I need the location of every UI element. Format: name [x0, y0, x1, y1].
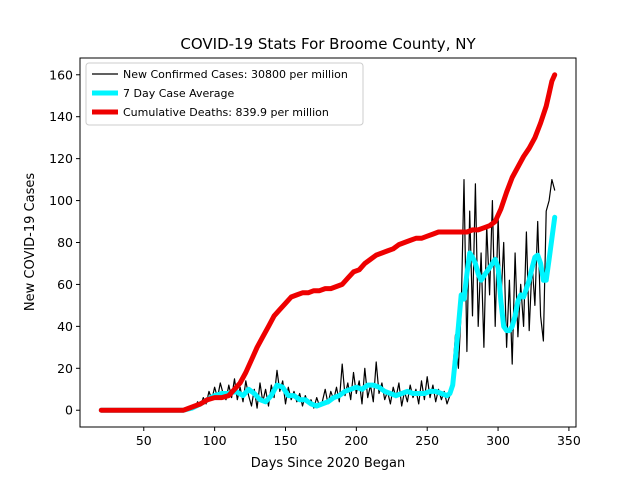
- x-tick-label: 350: [557, 433, 581, 448]
- series-line-new-cases: [100, 179, 556, 411]
- x-tick-label: 100: [203, 433, 227, 448]
- series-line-7-day-average: [98, 214, 558, 413]
- x-tick-label: 150: [274, 433, 298, 448]
- x-tick-label: 300: [486, 433, 510, 448]
- y-tick-label: 20: [57, 361, 73, 376]
- x-tick-label: 200: [344, 433, 368, 448]
- y-tick-label: 100: [49, 193, 73, 208]
- y-tick-label: 140: [49, 109, 73, 124]
- y-tick-label: 120: [49, 151, 73, 166]
- plot-lines: [98, 72, 558, 413]
- y-tick-label: 60: [57, 277, 73, 292]
- y-tick-label: 80: [57, 235, 73, 250]
- x-axis: 50 100 150 200 250 300 350: [136, 427, 581, 448]
- chart-title: COVID-19 Stats For Broome County, NY: [180, 35, 476, 53]
- legend-label-cumulative-deaths: Cumulative Deaths: 839.9 per million: [123, 106, 329, 119]
- y-tick-label: 0: [65, 403, 73, 418]
- y-axis-label: New COVID-19 Cases: [23, 173, 38, 311]
- series-line-cumulative-deaths: [98, 72, 558, 413]
- y-axis: 0 20 40 60 80 100 120 140 160: [49, 67, 80, 418]
- y-tick-label: 160: [49, 67, 73, 82]
- x-axis-label: Days Since 2020 Began: [251, 456, 406, 471]
- y-tick-label: 40: [57, 319, 73, 334]
- legend: New Confirmed Cases: 30800 per million 7…: [85, 62, 364, 126]
- x-tick-label: 250: [415, 433, 439, 448]
- legend-box: [85, 62, 364, 126]
- legend-label-7-day-average: 7 Day Case Average: [123, 87, 235, 100]
- legend-label-new-cases: New Confirmed Cases: 30800 per million: [123, 68, 348, 81]
- x-tick-label: 50: [136, 433, 152, 448]
